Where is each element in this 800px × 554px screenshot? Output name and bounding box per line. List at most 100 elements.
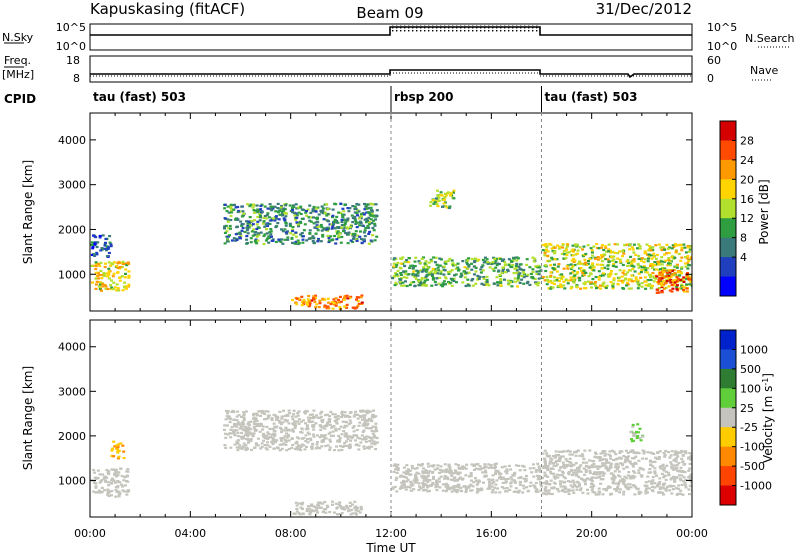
heatmap-cell xyxy=(307,305,311,308)
heatmap-cell xyxy=(636,262,640,266)
heatmap-cell xyxy=(432,477,435,480)
heatmap-cell xyxy=(264,217,268,220)
heatmap-cell xyxy=(250,230,254,233)
heatmap-cell xyxy=(505,469,509,472)
heatmap-cell xyxy=(467,271,471,274)
heatmap-cell xyxy=(280,430,283,434)
heatmap-cell xyxy=(262,216,266,219)
heatmap-cell xyxy=(545,490,548,493)
heatmap-cell xyxy=(557,263,561,266)
heatmap-cell xyxy=(567,251,571,254)
heatmap-cell xyxy=(396,467,400,470)
heatmap-cell xyxy=(347,210,351,213)
heatmap-cell xyxy=(321,233,325,237)
heatmap-cell xyxy=(114,470,118,473)
heatmap-cell xyxy=(500,259,504,262)
heatmap-cell xyxy=(348,443,352,446)
heatmap-cell xyxy=(670,273,674,276)
heatmap-cell xyxy=(454,489,458,493)
colorbar-segment xyxy=(720,179,736,200)
heatmap-cell xyxy=(359,220,362,223)
heatmap-cell xyxy=(493,257,497,260)
heatmap-cell xyxy=(579,487,583,490)
heatmap-cell xyxy=(680,457,684,460)
heatmap-cell xyxy=(474,270,478,273)
heatmap-cell xyxy=(301,241,305,244)
heatmap-cell xyxy=(357,302,361,305)
heatmap-cell xyxy=(259,414,262,417)
heatmap-cell xyxy=(351,221,355,224)
heatmap-cell xyxy=(107,261,111,264)
heatmap-cell xyxy=(474,266,478,269)
heatmap-cell xyxy=(676,455,680,458)
heatmap-cell xyxy=(687,457,690,460)
heatmap-cell xyxy=(537,277,541,280)
heatmap-cell xyxy=(423,482,427,486)
heatmap-cell xyxy=(321,235,325,238)
heatmap-cell xyxy=(617,279,621,282)
heatmap-cell xyxy=(625,466,629,469)
heatmap-cell xyxy=(591,465,595,469)
heatmap-cell xyxy=(338,439,342,442)
date-title: 31/Dec/2012 xyxy=(596,0,692,18)
heatmap-cell xyxy=(451,262,455,265)
heatmap-cell xyxy=(622,269,626,272)
heatmap-cell xyxy=(249,237,253,240)
heatmap-cell xyxy=(345,425,349,428)
heatmap-cell xyxy=(355,428,359,432)
heatmap-cell xyxy=(295,235,298,238)
heatmap-cell xyxy=(644,270,648,274)
heatmap-cell xyxy=(430,484,433,487)
heatmap-cell xyxy=(107,267,111,270)
heatmap-cell xyxy=(678,243,682,246)
heatmap-cell xyxy=(509,265,513,268)
heatmap-cell xyxy=(229,418,233,421)
colorbar-segment xyxy=(720,121,736,141)
heatmap-cell xyxy=(584,478,588,481)
heatmap-cell xyxy=(622,252,626,255)
heatmap-cell xyxy=(597,278,601,281)
heatmap-cell xyxy=(399,272,403,275)
heatmap-cell xyxy=(283,435,287,438)
heatmap-cell xyxy=(646,260,650,263)
heatmap-cell xyxy=(374,448,378,451)
heatmap-cell xyxy=(541,243,545,247)
heatmap-cell xyxy=(372,415,376,418)
heatmap-cell xyxy=(628,248,632,251)
heatmap-cell xyxy=(549,271,553,274)
heatmap-cell xyxy=(119,467,123,470)
heatmap-cell xyxy=(343,203,347,206)
heatmap-cell xyxy=(366,224,370,227)
heatmap-cell xyxy=(319,506,323,509)
heatmap-cell xyxy=(409,480,413,483)
heatmap-cell xyxy=(222,428,226,431)
heatmap-cell xyxy=(429,258,433,261)
heatmap-cell xyxy=(258,424,262,428)
heatmap-cell xyxy=(601,450,605,453)
power-ylabel: Slant Range [km] xyxy=(21,160,35,264)
heatmap-cell xyxy=(543,461,547,464)
heatmap-cell xyxy=(586,262,590,265)
heatmap-cell xyxy=(669,461,673,464)
heatmap-cell xyxy=(514,487,518,490)
heatmap-cell xyxy=(327,240,331,244)
heatmap-cell xyxy=(407,273,411,276)
heatmap-cell xyxy=(490,482,494,485)
heatmap-cell xyxy=(262,234,266,238)
heatmap-cell xyxy=(605,489,608,492)
heatmap-cell xyxy=(343,442,347,445)
heatmap-cell xyxy=(556,476,560,479)
heatmap-cell xyxy=(235,423,239,426)
heatmap-cell xyxy=(364,419,367,422)
heatmap-cell xyxy=(107,481,110,484)
heatmap-cell xyxy=(583,449,587,452)
heatmap-cell xyxy=(234,233,238,236)
heatmap-cell xyxy=(393,274,397,277)
heatmap-cell xyxy=(431,276,435,279)
heatmap-cell xyxy=(348,505,352,508)
heatmap-cell xyxy=(685,275,689,278)
heatmap-cell xyxy=(481,258,485,261)
heatmap-cell xyxy=(96,477,100,480)
heatmap-cell xyxy=(559,485,563,488)
heatmap-cell xyxy=(295,214,299,217)
